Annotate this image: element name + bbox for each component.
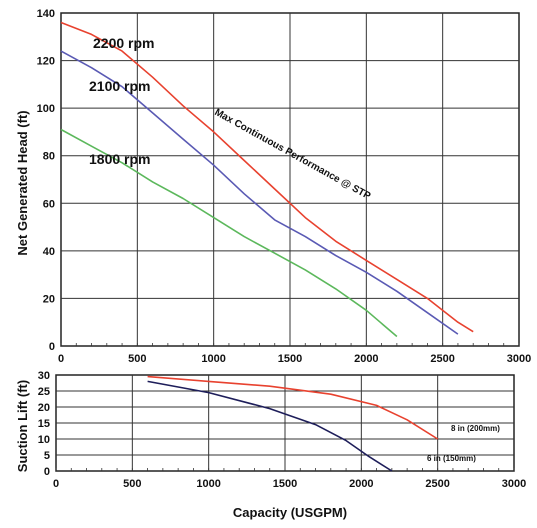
head-axis-label: Net Generated Head (ft) bbox=[15, 110, 30, 255]
suction-x-tick-0: 0 bbox=[53, 478, 59, 490]
head-plot-series bbox=[60, 21, 474, 338]
series-label-2100-rpm: 2100 rpm bbox=[89, 78, 150, 94]
head-y-tick-0: 0 bbox=[49, 341, 55, 353]
series-label-1800-rpm: 1800 rpm bbox=[89, 151, 150, 167]
suction-plot-ticks: 0 500 1000 1500 2000 2500 3000 0 5 10 15 20 25 30 bbox=[38, 370, 526, 490]
head-x-tick-2500: 2500 bbox=[430, 353, 454, 365]
head-series-line-2200-rpm bbox=[60, 21, 474, 333]
head-y-tick-40: 40 bbox=[43, 246, 55, 258]
suction-plot-series bbox=[147, 375, 439, 472]
suction-axis-label: Suction Lift (ft) bbox=[15, 380, 30, 472]
suction-y-tick-25: 25 bbox=[38, 386, 50, 398]
head-x-tick-1000: 1000 bbox=[201, 353, 225, 365]
suction-y-tick-10: 10 bbox=[38, 434, 50, 446]
head-series-line-2100-rpm bbox=[60, 50, 459, 335]
suction-y-tick-15: 15 bbox=[38, 418, 50, 430]
suction-series-line-6-in-150mm- bbox=[147, 380, 393, 472]
head-y-tick-140: 140 bbox=[37, 8, 55, 20]
suction-y-tick-30: 30 bbox=[38, 370, 50, 382]
suction-series-line-8-in-200mm- bbox=[147, 375, 439, 440]
capacity-axis-label: Capacity (USGPM) bbox=[233, 505, 347, 520]
suction-x-tick-3000: 3000 bbox=[502, 478, 526, 490]
suction-y-tick-20: 20 bbox=[38, 402, 50, 414]
head-y-tick-120: 120 bbox=[37, 56, 55, 68]
head-x-tick-0: 0 bbox=[58, 353, 64, 365]
head-series-line-1800-rpm bbox=[60, 128, 398, 338]
head-x-tick-2000: 2000 bbox=[354, 353, 378, 365]
suction-x-tick-1500: 1500 bbox=[273, 478, 297, 490]
head-y-tick-100: 100 bbox=[37, 103, 55, 115]
series-label-2200-rpm: 2200 rpm bbox=[93, 35, 154, 51]
head-y-tick-80: 80 bbox=[43, 151, 55, 163]
head-y-tick-20: 20 bbox=[43, 293, 55, 305]
head-x-tick-1500: 1500 bbox=[278, 353, 302, 365]
suction-x-tick-1000: 1000 bbox=[196, 478, 220, 490]
head-x-tick-500: 500 bbox=[128, 353, 146, 365]
suction-y-tick-5: 5 bbox=[44, 450, 50, 462]
suction-x-tick-2000: 2000 bbox=[349, 478, 373, 490]
head-y-tick-60: 60 bbox=[43, 198, 55, 210]
series-label-6-in: 6 in (150mm) bbox=[427, 454, 476, 463]
suction-x-tick-2500: 2500 bbox=[425, 478, 449, 490]
series-label-8-in: 8 in (200mm) bbox=[451, 424, 500, 433]
head-x-tick-3000: 3000 bbox=[507, 353, 531, 365]
suction-y-tick-0: 0 bbox=[44, 466, 50, 478]
head-plot-ticks: 0 500 1000 1500 2000 2500 3000 0 20 40 60 80 100 120 1… bbox=[37, 8, 532, 365]
head-plot-grid bbox=[60, 13, 520, 346]
suction-x-tick-500: 500 bbox=[123, 478, 141, 490]
